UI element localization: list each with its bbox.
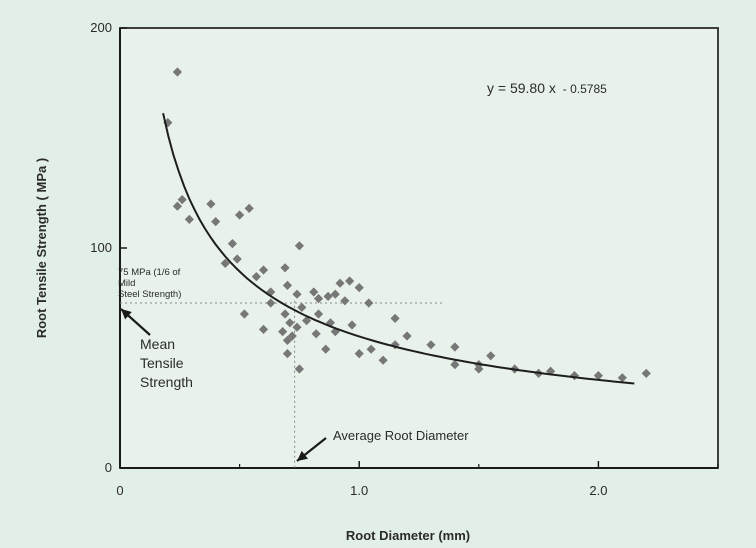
data-point — [378, 355, 388, 365]
steel-strength-line-3: Steel Strength) — [118, 289, 182, 300]
data-point — [474, 364, 484, 374]
data-point — [297, 302, 307, 312]
y-tick-label: 200 — [90, 20, 112, 35]
data-point — [340, 296, 350, 306]
data-point — [292, 322, 302, 332]
mean-tensile-arrow-head — [121, 309, 132, 320]
mean-tensile-line-1: Mean — [140, 336, 176, 352]
data-point — [220, 258, 230, 268]
data-point — [244, 203, 254, 213]
data-point — [294, 241, 304, 251]
data-point — [258, 324, 269, 334]
x-tick-label: 1.0 — [350, 483, 368, 498]
data-point — [172, 201, 183, 211]
data-point — [301, 316, 312, 326]
x-tick-label: 2.0 — [589, 483, 607, 498]
y-tick-label: 100 — [90, 240, 112, 255]
data-point — [390, 313, 400, 323]
steel-strength-label: 75 MPa (1/6 of Mild Steel Strength) — [118, 267, 181, 300]
fit-curve — [162, 112, 635, 385]
data-point — [330, 289, 340, 299]
data-point — [184, 214, 194, 224]
y-tick-label: 0 — [105, 460, 112, 475]
data-point — [287, 331, 297, 341]
average-diameter-arrow-head — [297, 450, 308, 461]
data-point — [292, 289, 302, 299]
average-diameter-label: Average Root Diameter — [333, 428, 469, 443]
data-point — [309, 287, 319, 297]
data-point — [235, 210, 245, 220]
data-point — [313, 309, 324, 319]
data-point — [227, 239, 238, 249]
plot-area — [119, 27, 719, 469]
data-point — [311, 329, 321, 339]
data-point — [354, 283, 364, 293]
axis-ticks: 0 1.0 2.0 0 100 200 — [90, 20, 719, 498]
data-point — [232, 254, 242, 264]
data-point — [177, 195, 187, 205]
data-point — [330, 327, 340, 337]
annotation-arrows — [120, 308, 327, 462]
data-point — [450, 360, 460, 370]
data-point — [313, 294, 324, 304]
data-point — [266, 298, 276, 308]
data-point — [251, 272, 261, 282]
data-point — [390, 340, 400, 350]
data-point — [347, 320, 357, 330]
data-point — [617, 373, 627, 383]
data-point — [345, 276, 355, 286]
data-point — [366, 344, 376, 354]
data-point — [172, 67, 183, 77]
data-point — [206, 199, 216, 209]
data-point — [321, 344, 331, 354]
steel-strength-line-1: 75 MPa (1/6 of — [118, 267, 181, 278]
data-point — [323, 291, 333, 301]
mean-tensile-label: Mean Tensile Strength — [140, 335, 193, 392]
mean-tensile-arrow — [120, 308, 151, 336]
equation-exponent: - 0.5785 — [562, 82, 607, 96]
x-axis-label: Root Diameter (mm) — [346, 528, 470, 543]
data-point — [450, 342, 460, 352]
data-point — [278, 327, 288, 337]
data-point — [569, 371, 580, 381]
data-point — [593, 371, 603, 381]
data-point — [402, 331, 412, 341]
x-tick-label: 0 — [116, 483, 123, 498]
data-point — [364, 298, 374, 308]
data-point — [486, 351, 496, 361]
data-point — [294, 364, 304, 374]
data-point — [282, 280, 293, 290]
data-point — [280, 263, 290, 273]
equation-label: y = 59.80 x - 0.5785 — [487, 80, 607, 96]
data-point — [280, 309, 290, 319]
average-diameter-arrow — [296, 437, 327, 462]
data-point — [354, 349, 364, 359]
data-point — [282, 349, 293, 359]
data-point — [641, 368, 651, 378]
data-point — [325, 318, 336, 328]
data-point — [285, 318, 295, 328]
data-point — [211, 217, 221, 227]
data-point — [239, 309, 249, 319]
y-axis-label: Root Tensile Strength ( MPa ) — [34, 158, 49, 338]
steel-strength-line-2: Mild — [118, 278, 136, 289]
data-points — [163, 67, 651, 383]
mean-tensile-line-3: Strength — [140, 374, 193, 390]
equation-main: y = 59.80 x — [487, 80, 556, 96]
mean-tensile-line-2: Tensile — [140, 355, 184, 371]
data-point — [426, 340, 436, 350]
data-point — [258, 265, 269, 275]
data-point — [335, 278, 345, 288]
